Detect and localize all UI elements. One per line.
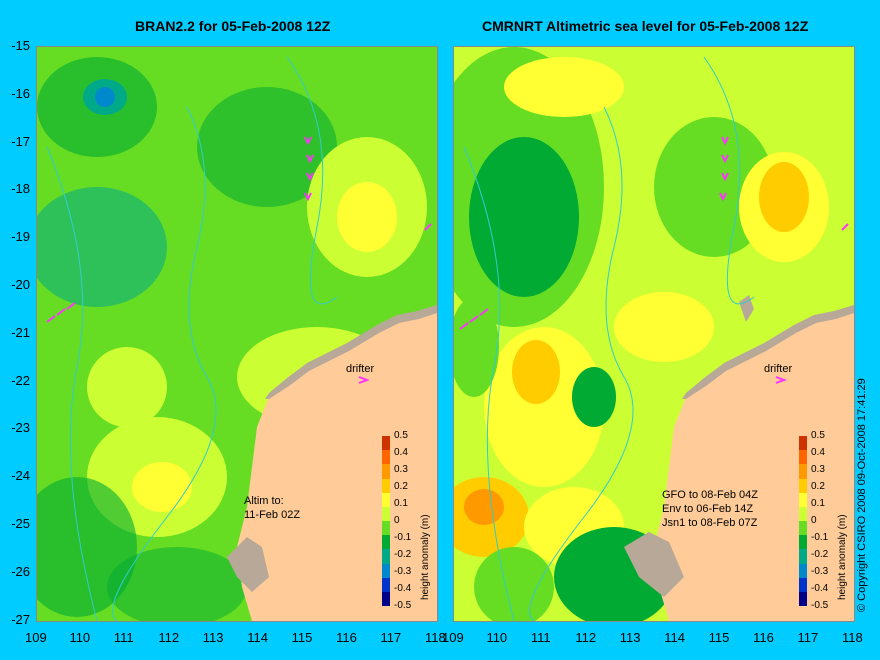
left-altim-note: Altim to: 11-Feb 02Z <box>244 494 300 522</box>
x-tick-label: 110 <box>69 630 91 645</box>
x-tick-label: 111 <box>530 630 551 645</box>
x-tick-label: 110 <box>486 630 508 645</box>
right-drifter-label: drifter <box>764 363 793 375</box>
x-tick-label: 115 <box>708 630 730 645</box>
colorbar-label: -0.3 <box>394 566 412 577</box>
colorbar-segment <box>799 535 807 550</box>
colorbar-segment <box>382 535 390 550</box>
y-tick-label: -15 <box>11 38 30 53</box>
left-colorbar-title: height anomaly (m) <box>420 514 431 600</box>
colorbar-segment <box>382 577 390 593</box>
x-tick-label: 109 <box>25 630 47 645</box>
x-tick-label: 117 <box>797 630 819 645</box>
colorbar-segment <box>382 450 390 465</box>
colorbar-label: -0.4 <box>394 583 412 594</box>
colorbar-segment <box>799 492 807 508</box>
y-tick-label: -23 <box>11 420 30 436</box>
colorbar-label: 0.3 <box>811 464 825 475</box>
right-map-svg <box>454 47 854 621</box>
x-tick-label: 111 <box>113 630 134 645</box>
colorbar-segment <box>799 506 807 522</box>
colorbar-label: -0.5 <box>394 600 412 611</box>
right-altim-note: GFO to 08-Feb 04Z Env to 06-Feb 14Z Jsn1 t… <box>662 488 758 530</box>
x-tick-label: 115 <box>291 630 313 645</box>
colorbar-label: 0.4 <box>811 447 825 458</box>
y-tick-label: -27 <box>11 611 30 627</box>
colorbar-label: 0.1 <box>811 498 825 509</box>
y-tick-label: -22 <box>11 372 30 388</box>
colorbar-label: 0.2 <box>394 481 408 492</box>
x-tick-label: 117 <box>380 630 402 645</box>
x-tick-label: 118 <box>842 630 863 645</box>
x-tick-label: 118 <box>425 630 446 645</box>
colorbar-segment <box>382 436 390 451</box>
y-tick-label: -21 <box>11 324 30 340</box>
colorbar-segment <box>799 436 807 451</box>
copyright-text: © Copyright CSIRO 2008 09-Oct-2008 17:41… <box>856 378 868 612</box>
note-line: 11-Feb 02Z <box>244 509 301 521</box>
colorbar-label: -0.2 <box>811 549 829 560</box>
note-line: GFO to 08-Feb 04Z <box>662 489 758 501</box>
colorbar-segment <box>382 521 390 536</box>
colorbar-label: 0.2 <box>811 481 825 492</box>
colorbar-segment <box>799 478 807 494</box>
left-map-svg <box>37 47 437 621</box>
left-map-panel <box>36 46 438 622</box>
colorbar-label: -0.1 <box>394 532 412 543</box>
colorbar-label: -0.4 <box>811 583 829 594</box>
y-tick-label: -25 <box>11 516 30 531</box>
colorbar-segment <box>382 549 390 564</box>
y-tick-label: -24 <box>11 468 30 484</box>
y-tick-label: -16 <box>11 85 30 101</box>
note-line: Env to 06-Feb 14Z <box>662 503 754 515</box>
colorbar-label: 0.4 <box>394 447 408 458</box>
x-tick-label: 116 <box>753 630 774 645</box>
x-tick-label: 112 <box>575 630 597 645</box>
y-tick-label: -19 <box>11 229 30 245</box>
x-tick-label: 114 <box>664 630 685 645</box>
colorbar-label: 0 <box>811 515 817 526</box>
colorbar-segment <box>382 492 390 508</box>
colorbar-segment <box>799 549 807 564</box>
colorbar-label: 0.5 <box>394 430 408 441</box>
colorbar-segment <box>799 450 807 465</box>
y-tick-label: -26 <box>11 563 30 579</box>
colorbar-label: -0.5 <box>811 600 829 611</box>
colorbar-segment <box>382 591 390 607</box>
colorbar-segment <box>799 577 807 593</box>
x-tick-label: 113 <box>619 630 641 645</box>
colorbar-segment <box>799 563 807 579</box>
colorbar-segment <box>799 591 807 607</box>
y-tick-label: -17 <box>11 133 30 149</box>
colorbar-segment <box>799 521 807 536</box>
colorbar-label: 0.5 <box>811 430 825 441</box>
colorbar-label: -0.1 <box>811 532 829 543</box>
colorbar-segment <box>382 563 390 579</box>
left-drifter-label: drifter <box>346 363 375 375</box>
colorbar-segment <box>382 464 390 479</box>
colorbar-label: 0.3 <box>394 464 408 475</box>
note-line: Altim to: <box>244 495 284 507</box>
x-tick-label: 114 <box>247 630 268 645</box>
y-tick-label: -20 <box>11 277 30 292</box>
colorbar-segment <box>382 506 390 522</box>
right-map-title: CMRNRT Altimetric sea level for 05-Feb-2… <box>482 18 809 34</box>
left-map-title: BRAN2.2 for 05-Feb-2008 12Z <box>135 18 331 34</box>
colorbar-label: -0.2 <box>394 549 412 560</box>
x-tick-label: 116 <box>336 630 357 645</box>
x-tick-label: 112 <box>158 630 180 645</box>
right-map-panel <box>453 46 855 622</box>
colorbar-segment <box>799 464 807 479</box>
colorbar-label: -0.3 <box>811 566 829 577</box>
note-line: Jsn1 to 08-Feb 07Z <box>662 517 758 529</box>
y-tick-label: -18 <box>11 181 30 197</box>
right-colorbar-title: height anomaly (m) <box>837 514 848 600</box>
x-tick-label: 109 <box>442 630 464 645</box>
colorbar-segment <box>382 478 390 494</box>
colorbar-label: 0 <box>394 515 400 526</box>
x-tick-label: 113 <box>202 630 224 645</box>
colorbar-label: 0.1 <box>394 498 408 509</box>
